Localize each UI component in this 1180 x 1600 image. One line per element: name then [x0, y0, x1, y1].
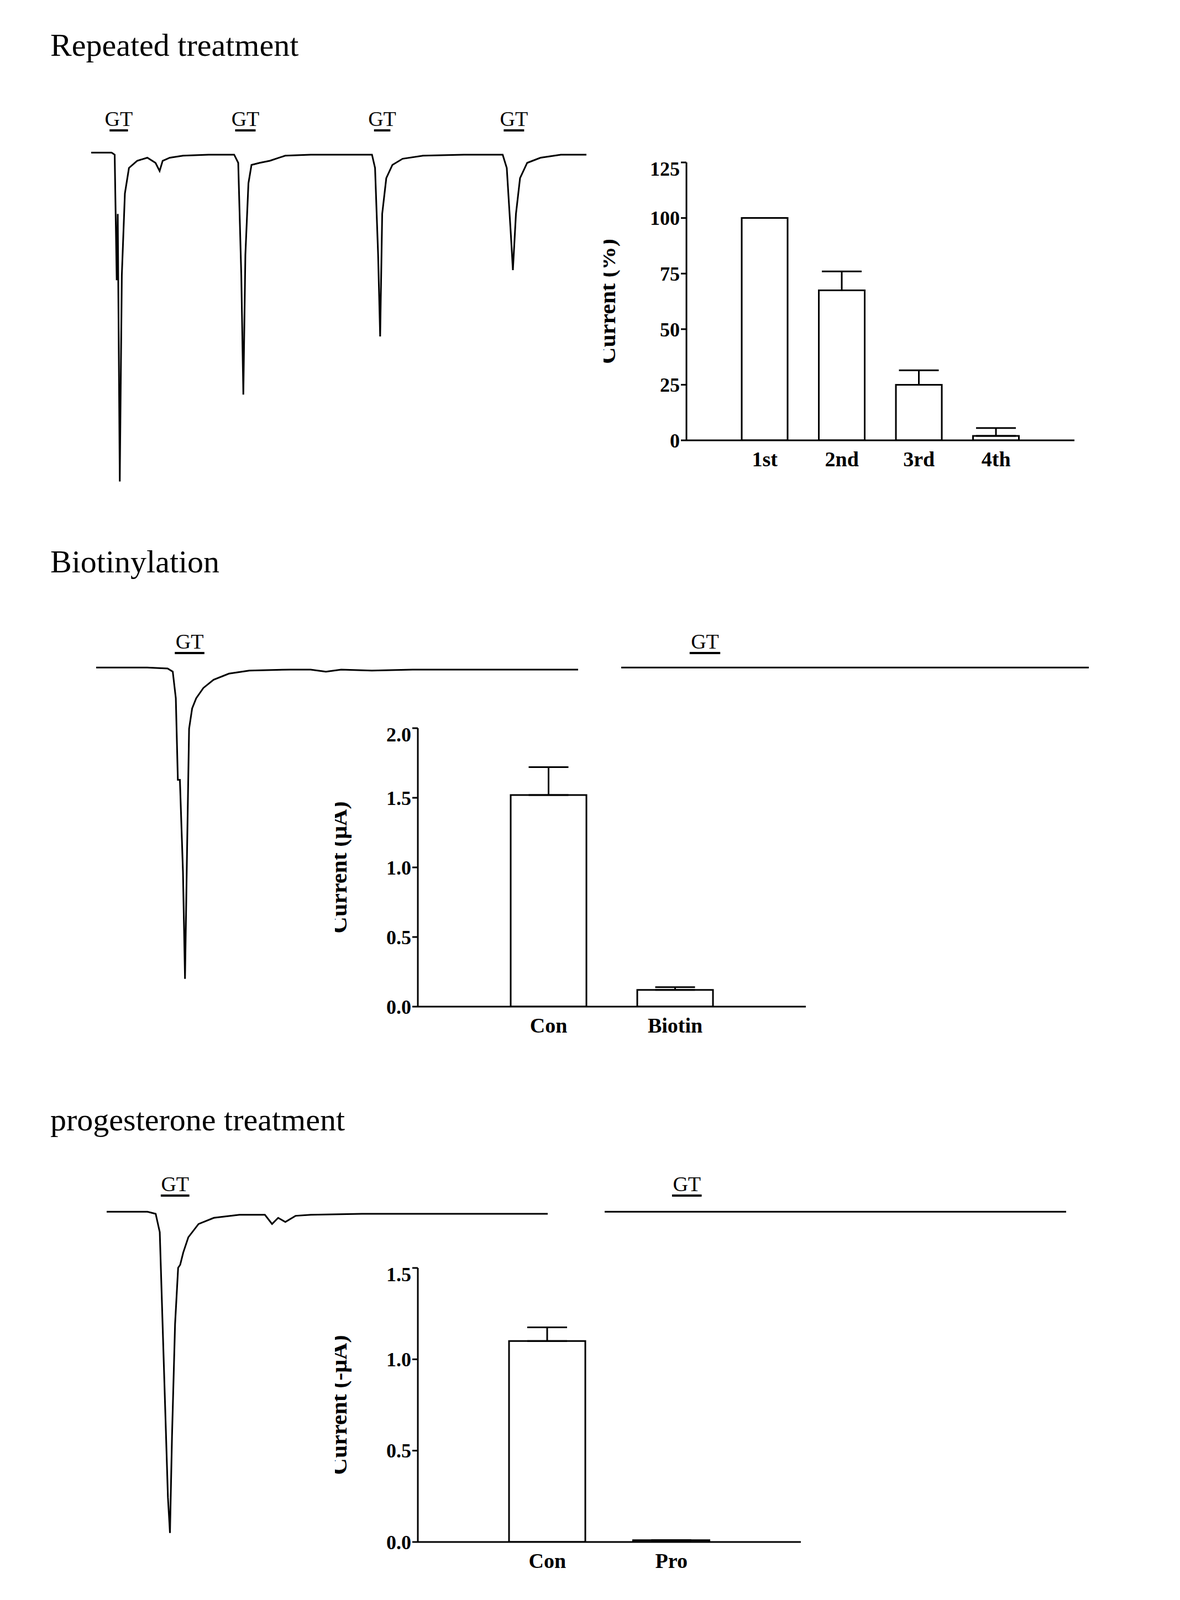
svg-text:1.5: 1.5: [386, 1264, 412, 1287]
svg-text:1.0: 1.0: [386, 1349, 412, 1372]
svg-text:GT: GT: [160, 1172, 190, 1197]
svg-text:GT: GT: [105, 107, 134, 131]
svg-text:1st: 1st: [752, 447, 779, 471]
svg-text:Current (%): Current (%): [603, 238, 621, 365]
svg-text:GT: GT: [231, 107, 260, 131]
svg-text:0: 0: [669, 429, 680, 453]
svg-text:Con: Con: [530, 1014, 568, 1038]
svg-text:Current (μA): Current (μA): [334, 801, 353, 935]
svg-text:0.5: 0.5: [386, 1440, 412, 1463]
svg-text:4th: 4th: [981, 447, 1011, 471]
svg-text:GT: GT: [690, 630, 720, 654]
svg-text:2nd: 2nd: [825, 447, 859, 471]
svg-text:3rd: 3rd: [903, 447, 935, 471]
svg-text:GT: GT: [500, 107, 529, 131]
svg-text:0.0: 0.0: [386, 996, 412, 1019]
html-text:Repeated treatment: Repeated treatment: [50, 27, 299, 64]
svg-text:1.0: 1.0: [386, 857, 412, 880]
svg-text:GT: GT: [175, 630, 204, 654]
svg-text:2.0: 2.0: [386, 724, 412, 747]
svg-text:50: 50: [659, 318, 680, 342]
svg-text:75: 75: [659, 263, 680, 286]
svg-text:0.0: 0.0: [386, 1532, 412, 1555]
html-text:Biotinylation: Biotinylation: [50, 543, 220, 580]
svg-text:100: 100: [649, 207, 680, 230]
svg-text:Pro: Pro: [655, 1549, 688, 1573]
svg-text:Biotin: Biotin: [647, 1014, 703, 1038]
svg-text:GT: GT: [672, 1172, 701, 1197]
svg-text:0.5: 0.5: [386, 926, 412, 949]
svg-text:GT: GT: [368, 107, 397, 131]
svg-text:125: 125: [649, 158, 680, 181]
svg-text:25: 25: [659, 374, 680, 397]
svg-text:Current (-μA): Current (-μA): [334, 1335, 353, 1476]
svg-text:Con: Con: [528, 1549, 566, 1573]
html-text:progesterone treatment: progesterone treatment: [50, 1102, 345, 1138]
svg-text:1.5: 1.5: [386, 787, 412, 810]
